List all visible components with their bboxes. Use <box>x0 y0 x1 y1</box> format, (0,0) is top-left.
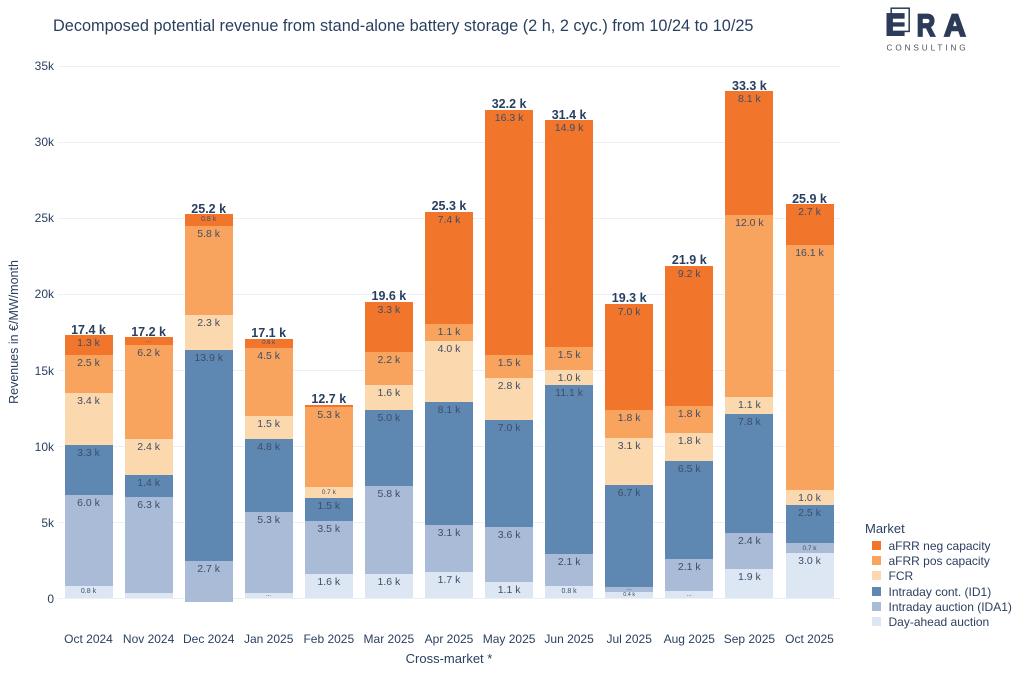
svg-text:R: R <box>917 9 936 44</box>
svg-text:A: A <box>944 8 966 44</box>
svg-text:CONSULTING: CONSULTING <box>887 44 969 53</box>
